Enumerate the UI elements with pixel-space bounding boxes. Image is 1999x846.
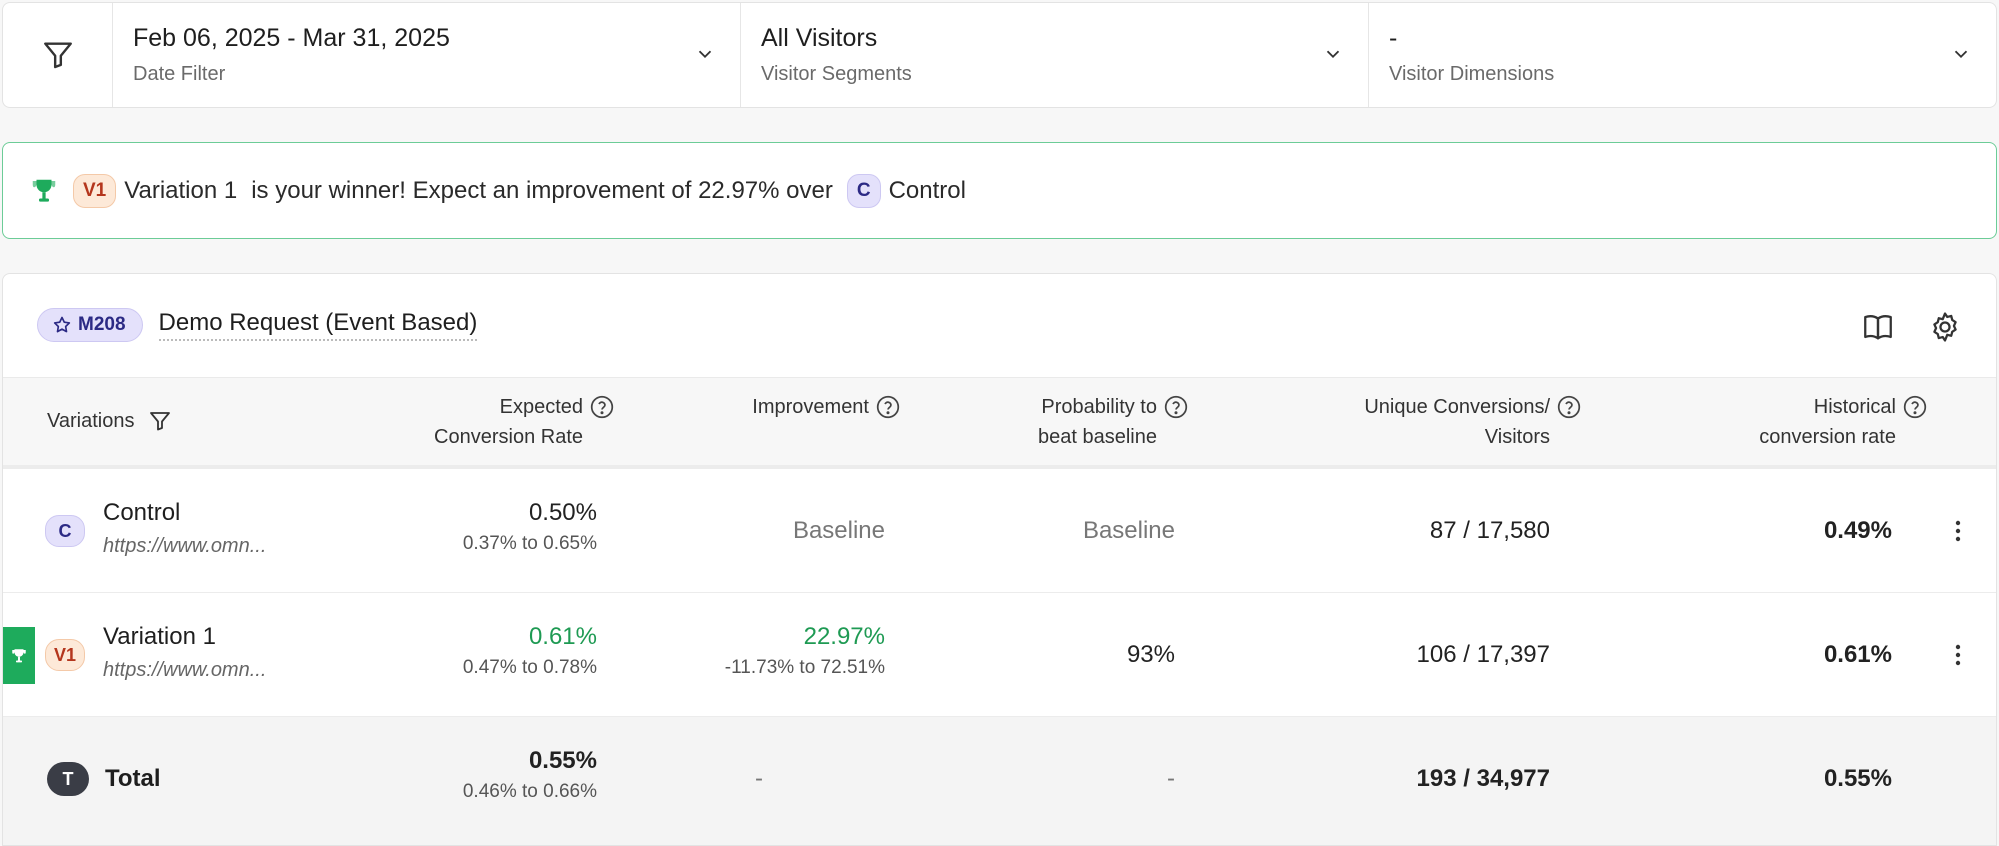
help-icon[interactable] <box>1163 394 1189 420</box>
control-name: Control <box>888 176 966 204</box>
col-historical: Historical conversion rate <box>1759 392 1928 452</box>
improvement-cell: 22.97% -11.73% to 72.51% <box>724 623 885 678</box>
total-label: Total <box>105 765 161 792</box>
funnel-icon[interactable] <box>148 409 172 433</box>
variation-chip: C <box>45 515 85 547</box>
col-expected: Expected Conversion Rate <box>434 392 615 452</box>
col-variations: Variations <box>47 406 172 436</box>
visitor-segments-label: Visitor Segments <box>761 63 912 85</box>
expected-cell: 0.61% 0.47% to 0.78% <box>462 623 597 678</box>
trophy-icon <box>12 648 26 662</box>
historical-cell: 0.55% <box>1823 765 1892 792</box>
winner-chip: V1 <box>73 173 117 208</box>
variation-chip: V1 <box>45 639 85 671</box>
help-icon[interactable] <box>589 394 615 420</box>
funnel-icon <box>43 42 72 69</box>
report-card: M208 Demo Request (Event Based) Variatio… <box>2 273 1997 846</box>
control-chip: C <box>846 173 881 208</box>
table-row-variation-1[interactable]: V1 Variation 1 https://www.omn... 0.61% … <box>3 593 1996 717</box>
improvement-cell: - <box>755 765 763 792</box>
trophy-icon <box>32 179 56 202</box>
variation-name[interactable]: Control <box>103 499 181 526</box>
star-icon <box>53 316 71 333</box>
winner-name: Variation 1 <box>124 176 238 204</box>
metric-name[interactable]: Demo Request (Event Based) <box>158 309 478 341</box>
visitor-dimensions-filter[interactable]: - Visitor Dimensions <box>1369 3 1996 107</box>
metric-chip[interactable]: M208 <box>37 308 143 342</box>
help-icon[interactable] <box>875 394 901 420</box>
help-icon[interactable] <box>1556 394 1582 420</box>
table-header: Variations Expected Conversion Rate Impr… <box>3 377 1996 469</box>
table-row-total: T Total 0.55% 0.46% to 0.66% - - 193 / 3… <box>3 717 1996 845</box>
filter-bar: Feb 06, 2025 - Mar 31, 2025 Date Filter … <box>2 2 1997 108</box>
more-vertical-icon[interactable] <box>1954 519 1962 543</box>
date-filter[interactable]: Feb 06, 2025 - Mar 31, 2025 Date Filter <box>113 3 741 107</box>
unique-conversions-cell: 106 / 17,397 <box>1416 641 1550 668</box>
unique-conversions-cell: 87 / 17,580 <box>1429 517 1550 544</box>
filter-icon-cell[interactable] <box>3 3 113 107</box>
col-unique-conversions: Unique Conversions/ Visitors <box>1364 392 1582 452</box>
visitor-segments-filter[interactable]: All Visitors Visitor Segments <box>741 3 1369 107</box>
metric-header: M208 Demo Request (Event Based) <box>37 308 478 342</box>
variation-url[interactable]: https://www.omn... <box>103 659 267 681</box>
chevron-down-icon <box>1954 50 1968 59</box>
gear-icon[interactable] <box>1928 310 1962 344</box>
visitor-dimensions-value: - <box>1389 24 1398 52</box>
expected-cell: 0.55% 0.46% to 0.66% <box>462 747 597 802</box>
visitor-dimensions-label: Visitor Dimensions <box>1389 63 1555 85</box>
more-vertical-icon[interactable] <box>1954 643 1962 667</box>
date-filter-value: Feb 06, 2025 - Mar 31, 2025 <box>133 24 450 52</box>
historical-cell: 0.49% <box>1823 517 1892 544</box>
historical-cell: 0.61% <box>1823 641 1892 668</box>
visitor-segments-value: All Visitors <box>761 24 878 52</box>
probability-cell: - <box>1167 765 1175 792</box>
col-probability: Probability to beat baseline <box>1038 392 1189 452</box>
probability-cell: Baseline <box>1082 517 1175 544</box>
help-icon[interactable] <box>1902 394 1928 420</box>
book-icon[interactable] <box>1861 310 1895 344</box>
probability-cell: 93% <box>1126 641 1175 668</box>
chevron-down-icon <box>698 50 712 59</box>
table-row-control[interactable]: C Control https://www.omn... 0.50% 0.37%… <box>3 469 1996 593</box>
improvement-cell: Baseline <box>792 517 885 544</box>
total-chip: T <box>47 762 89 796</box>
winner-banner: V1 Variation 1 is your winner! Expect an… <box>2 142 1997 239</box>
winner-message: is your winner! Expect an improvement of… <box>251 176 833 204</box>
col-improvement: Improvement <box>752 392 901 422</box>
variation-name[interactable]: Variation 1 <box>103 623 216 650</box>
expected-cell: 0.50% 0.37% to 0.65% <box>462 499 597 554</box>
winner-marker <box>3 627 35 684</box>
unique-conversions-cell: 193 / 34,977 <box>1416 765 1550 792</box>
chevron-down-icon <box>1326 50 1340 59</box>
variation-url[interactable]: https://www.omn... <box>103 535 267 557</box>
metric-id: M208 <box>78 314 126 335</box>
date-filter-label: Date Filter <box>133 63 226 85</box>
